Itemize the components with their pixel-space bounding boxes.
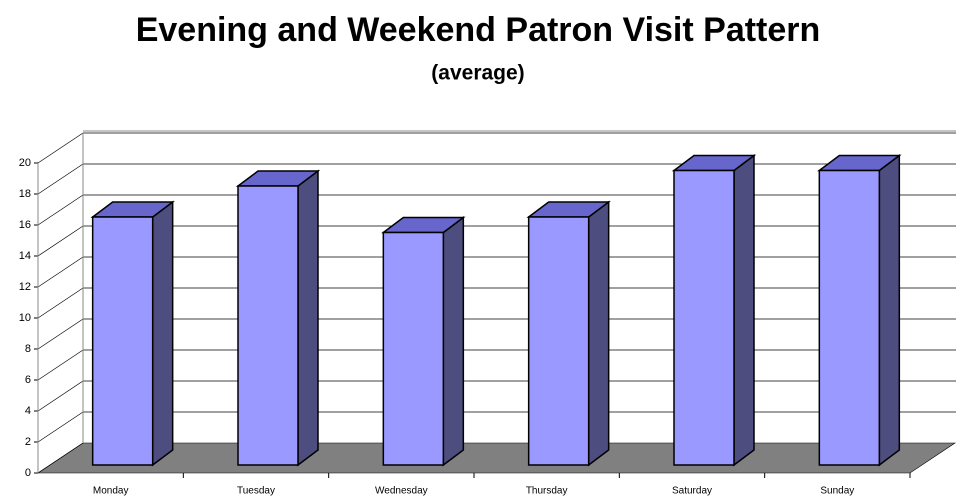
x-tick-label: Tuesday bbox=[237, 486, 275, 497]
bar bbox=[527, 216, 590, 466]
bar bbox=[382, 231, 445, 466]
bar bbox=[237, 185, 299, 466]
grid-line bbox=[37, 132, 84, 164]
grid-line bbox=[37, 194, 84, 226]
grid-line bbox=[37, 318, 84, 350]
floor bbox=[37, 442, 956, 474]
x-tick-label: Wednesday bbox=[375, 486, 428, 497]
grid-line bbox=[37, 349, 84, 381]
grid-line bbox=[37, 163, 84, 195]
bar-side bbox=[733, 154, 755, 467]
grid-line bbox=[37, 411, 84, 443]
x-tick-label: Sunday bbox=[820, 486, 854, 497]
x-tick-label: Monday bbox=[93, 486, 129, 497]
grid-line bbox=[37, 442, 84, 474]
bar-side bbox=[297, 169, 319, 467]
grid-line bbox=[37, 287, 84, 319]
y-tick-label: 10 bbox=[19, 312, 31, 324]
bar-side bbox=[442, 216, 465, 467]
bar-side bbox=[151, 200, 174, 467]
y-tick-label: 0 bbox=[25, 467, 31, 479]
chart-subtitle: (average) bbox=[431, 62, 524, 85]
y-tick-label: 2 bbox=[25, 436, 31, 448]
y-tick-label: 6 bbox=[25, 374, 31, 386]
bar-side bbox=[878, 154, 901, 467]
grid-line bbox=[37, 256, 84, 288]
grid-line bbox=[37, 225, 84, 257]
y-tick-label: 20 bbox=[19, 157, 31, 169]
y-tick-label: 18 bbox=[19, 188, 31, 200]
y-tick-label: 8 bbox=[25, 343, 31, 355]
x-tick-label: Saturday bbox=[672, 486, 712, 497]
y-tick-label: 4 bbox=[25, 405, 31, 417]
bar bbox=[673, 169, 735, 466]
y-tick-label: 12 bbox=[19, 281, 31, 293]
y-tick-label: 16 bbox=[19, 219, 31, 231]
y-tick-label: 14 bbox=[19, 250, 31, 262]
grid-line bbox=[37, 380, 84, 412]
bar bbox=[818, 169, 881, 466]
bar bbox=[91, 216, 154, 466]
bar-side bbox=[587, 200, 610, 467]
x-tick-label: Thursday bbox=[526, 486, 568, 497]
chart-title: Evening and Weekend Patron Visit Pattern bbox=[136, 11, 821, 49]
